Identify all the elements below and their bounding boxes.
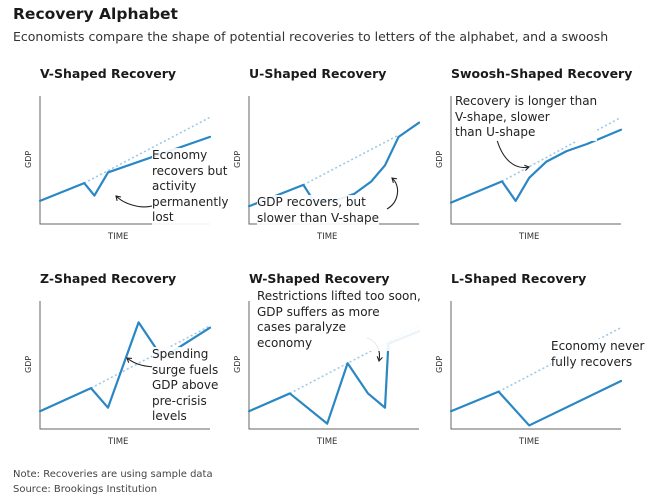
plot-area xyxy=(449,96,623,225)
x-axis-label: TIME xyxy=(519,437,540,447)
x-axis-label: TIME xyxy=(317,232,338,242)
annotation-arrowhead xyxy=(376,356,383,363)
axes xyxy=(248,301,419,430)
panel-title: V-Shaped Recovery xyxy=(40,66,177,81)
gdp-line xyxy=(247,330,421,425)
annotation-text: Economy recovers but activity permanentl… xyxy=(152,148,229,226)
u-recovery-panel: U-Shaped Recovery GDP TIME GDP recovers, bu… xyxy=(233,66,449,266)
pre-crisis-trend-line xyxy=(303,134,399,186)
v-recovery-panel: V-Shaped Recovery GDP TIME Economy recovers… xyxy=(24,66,240,266)
panel-title: Z-Shaped Recovery xyxy=(40,271,177,286)
pre-crisis-trend-line xyxy=(83,116,211,184)
x-axis-label: TIME xyxy=(108,437,129,447)
plot-area xyxy=(247,301,421,430)
panel-title: L-Shaped Recovery xyxy=(451,271,587,286)
footnote: Note: Recoveries are using sample data xyxy=(13,469,213,480)
annotation-arrowhead xyxy=(391,177,398,183)
plot-area xyxy=(38,96,212,225)
chart-subtitle: Economists compare the shape of potentia… xyxy=(13,29,609,44)
axes xyxy=(450,96,621,225)
source-note: Source: Brookings Institution xyxy=(13,484,158,495)
panel-title: Swoosh-Shaped Recovery xyxy=(451,66,633,81)
pre-crisis-trend-line xyxy=(501,116,622,183)
swoosh-recovery-panel: Swoosh-Shaped Recovery GDP TIME Recovery is… xyxy=(435,66,651,266)
panel-title: W-Shaped Recovery xyxy=(249,271,390,286)
y-axis-label: GDP xyxy=(233,355,242,373)
x-axis-label: TIME xyxy=(519,232,540,242)
y-axis-label: GDP xyxy=(24,355,33,373)
z-recovery-panel: Z-Shaped Recovery GDP TIME Spending surge f… xyxy=(24,271,240,471)
gdp-line xyxy=(38,135,212,202)
l-recovery-panel: L-Shaped Recovery GDP TIME Economy never fu… xyxy=(435,271,651,471)
annotation-arrowhead xyxy=(524,164,531,171)
annotation-arrowhead xyxy=(126,357,133,363)
annotation-arrowhead xyxy=(115,195,121,201)
annotation-text: GDP recovers, but slower than V-shape xyxy=(257,195,380,226)
y-axis-label: GDP xyxy=(435,150,444,168)
x-axis-label: TIME xyxy=(317,437,338,447)
annotation-text: Recovery is longer than V-shape, slower … xyxy=(455,94,598,141)
y-axis-label: GDP xyxy=(233,150,242,168)
annotation-text: Restrictions lifted too soon, GDP suffer… xyxy=(257,289,421,351)
gdp-line xyxy=(449,128,623,204)
annotation-arrow xyxy=(496,139,530,169)
annotation-arrow xyxy=(115,195,153,208)
w-recovery-panel: W-Shaped Recovery GDP TIME Restrictions lif… xyxy=(233,271,449,471)
annotation-arrow xyxy=(386,177,399,210)
axes xyxy=(39,301,210,430)
y-axis-label: GDP xyxy=(24,150,33,168)
y-axis-label: GDP xyxy=(435,355,444,373)
panel-title: U-Shaped Recovery xyxy=(249,66,387,81)
gdp-line xyxy=(449,379,623,427)
annotation-text: Spending surge fuels GDP above pre-crisi… xyxy=(152,347,219,425)
pre-crisis-trend-line xyxy=(289,325,420,395)
gdp-line xyxy=(247,121,421,208)
x-axis-label: TIME xyxy=(108,232,129,242)
chart-title: Recovery Alphabet xyxy=(13,5,178,23)
axes xyxy=(450,301,621,430)
annotation-text: Economy never fully recovers xyxy=(551,339,645,370)
